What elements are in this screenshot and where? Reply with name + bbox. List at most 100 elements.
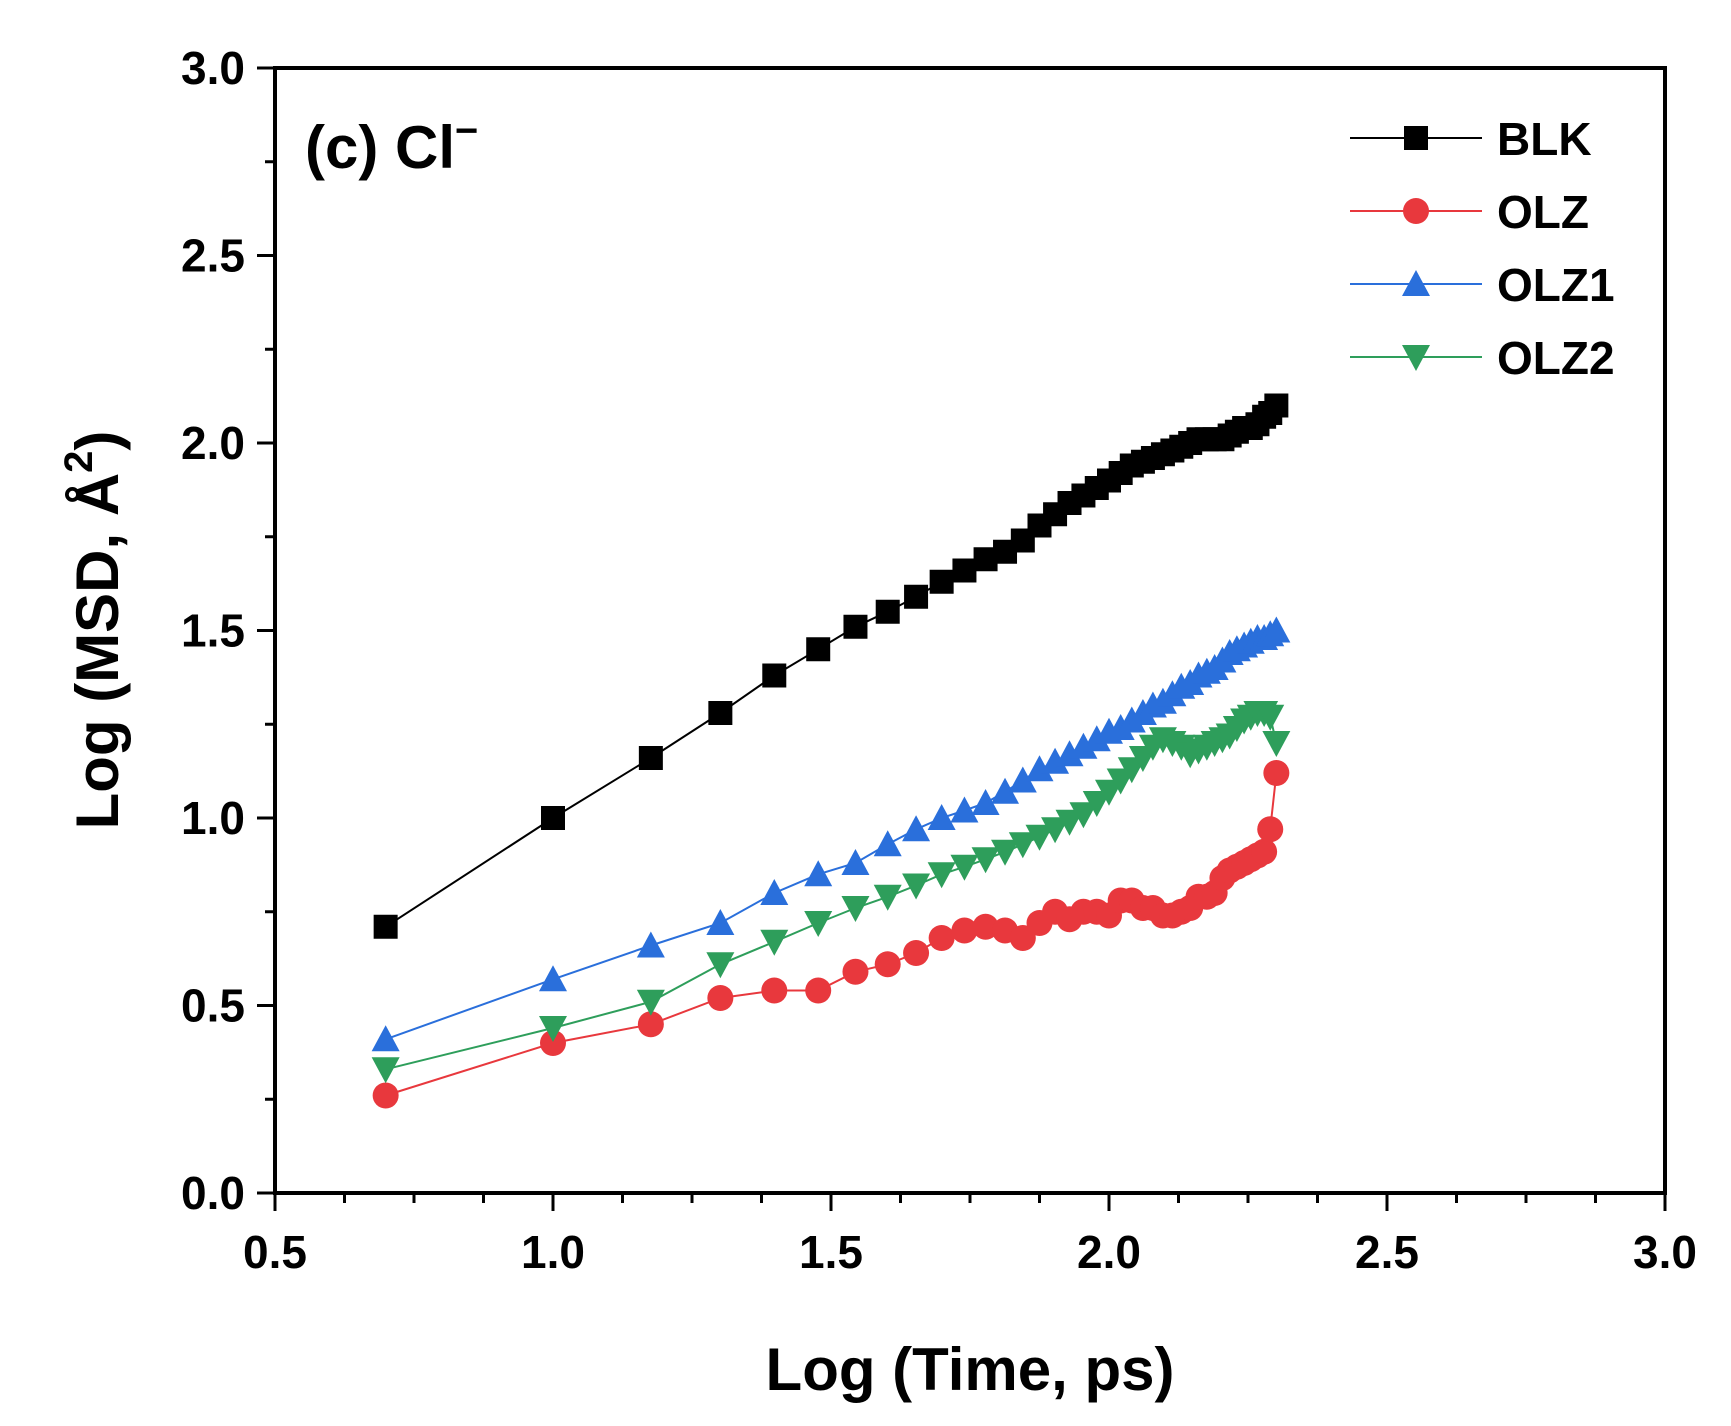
data-point-olz1 bbox=[902, 815, 931, 842]
data-point-blk bbox=[762, 663, 787, 688]
data-point-blk bbox=[806, 637, 831, 662]
data-point-olz bbox=[951, 917, 978, 944]
data-point-olz bbox=[707, 985, 734, 1011]
data-point-olz2 bbox=[950, 854, 979, 881]
data-point-olz1 bbox=[1262, 616, 1291, 643]
data-point-olz bbox=[761, 977, 788, 1004]
series-markers-blk bbox=[373, 393, 1289, 939]
legend-item-olz: OLZ bbox=[1350, 186, 1589, 238]
data-point-olz1 bbox=[1025, 755, 1054, 782]
series-markers-olz1 bbox=[371, 616, 1291, 1052]
data-point-olz1 bbox=[1055, 740, 1084, 767]
axes-group bbox=[273, 66, 1667, 1195]
data-point-olz2 bbox=[371, 1057, 400, 1084]
data-point-blk bbox=[952, 558, 977, 583]
ticks-group: 0.5 1.0 1.5 2.0 2.5 3.0 0.0 0.5 1.0 1.5 2.0 2.5 3.0 bbox=[181, 42, 1697, 1278]
data-point-olz1 bbox=[371, 1025, 400, 1052]
legend: BLK OLZ OLZ1 OLZ2 bbox=[1350, 113, 1615, 384]
data-point-olz bbox=[874, 951, 901, 978]
data-point-blk bbox=[904, 584, 929, 609]
data-point-blk bbox=[638, 746, 663, 770]
data-point-olz2 bbox=[760, 929, 789, 956]
x-tick-label: 1.0 bbox=[521, 1226, 585, 1278]
series-line-blk bbox=[385, 404, 1278, 928]
data-point-olz1 bbox=[760, 879, 789, 905]
data-point-blk bbox=[373, 914, 398, 939]
data-point-olz1 bbox=[706, 909, 735, 935]
data-point-olz bbox=[1009, 925, 1036, 951]
data-point-olz bbox=[540, 1030, 566, 1056]
data-point-olz2 bbox=[539, 1016, 567, 1042]
data-point-olz1 bbox=[927, 804, 956, 830]
data-point-olz2 bbox=[706, 952, 735, 979]
data-point-olz2 bbox=[1256, 704, 1285, 731]
data-point-olz2 bbox=[636, 989, 665, 1016]
y-axis-title: Log (MSD, Å2) bbox=[57, 431, 131, 830]
data-point-olz2 bbox=[1095, 779, 1123, 806]
data-point-olz1 bbox=[1082, 725, 1111, 752]
data-point-blk bbox=[929, 569, 954, 594]
data-point-olz bbox=[903, 940, 930, 966]
series-markers-olz2 bbox=[371, 701, 1291, 1084]
legend-item-blk: BLK bbox=[1350, 113, 1592, 165]
x-tick-label: 1.5 bbox=[799, 1226, 863, 1278]
data-point-olz1 bbox=[950, 796, 979, 823]
x-tick-label: 3.0 bbox=[1633, 1226, 1697, 1278]
legend-label-olz: OLZ bbox=[1497, 186, 1589, 238]
x-axis-title: Log (Time, ps) bbox=[766, 1336, 1175, 1403]
data-point-olz2 bbox=[1262, 731, 1291, 757]
data-point-olz1 bbox=[841, 849, 870, 875]
data-point-olz2 bbox=[1082, 791, 1111, 817]
data-point-olz1 bbox=[991, 777, 1020, 804]
data-point-blk bbox=[1264, 393, 1289, 418]
legend-label-olz1: OLZ1 bbox=[1497, 259, 1615, 311]
y-tick-label: 1.0 bbox=[181, 792, 245, 844]
data-point-olz bbox=[805, 977, 832, 1004]
data-point-olz1 bbox=[539, 965, 567, 992]
data-point-blk bbox=[541, 806, 565, 830]
data-point-olz2 bbox=[991, 839, 1020, 866]
data-point-olz1 bbox=[971, 789, 1000, 815]
series-markers-group bbox=[371, 393, 1291, 1109]
data-point-olz bbox=[972, 913, 999, 940]
data-point-olz bbox=[1263, 760, 1290, 786]
data-point-olz2 bbox=[1008, 832, 1037, 859]
data-point-olz2 bbox=[1025, 824, 1054, 851]
data-point-olz bbox=[1251, 838, 1278, 865]
legend-marker-olz1 bbox=[1402, 270, 1430, 296]
data-point-olz2 bbox=[1041, 817, 1070, 844]
data-point-olz bbox=[637, 1011, 664, 1038]
data-point-olz1 bbox=[804, 860, 833, 887]
data-point-blk bbox=[843, 614, 868, 639]
y-tick-label: 2.5 bbox=[181, 230, 245, 282]
legend-label-olz2: OLZ2 bbox=[1497, 332, 1615, 384]
data-point-olz bbox=[1257, 816, 1284, 843]
plot-frame bbox=[273, 66, 1667, 1195]
series-line-olz bbox=[385, 772, 1278, 1097]
data-point-olz2 bbox=[1055, 809, 1084, 836]
legend-marker-olz bbox=[1403, 198, 1429, 224]
data-point-olz2 bbox=[873, 884, 902, 911]
data-point-olz2 bbox=[1069, 802, 1098, 829]
data-point-olz1 bbox=[1069, 732, 1098, 759]
legend-marker-olz2 bbox=[1402, 345, 1430, 371]
series-markers-olz bbox=[372, 760, 1290, 1109]
data-point-olz bbox=[842, 958, 869, 985]
panel-title: (c) Cl− bbox=[305, 109, 478, 181]
data-point-olz bbox=[372, 1082, 399, 1109]
data-point-olz2 bbox=[971, 847, 1000, 874]
data-point-olz2 bbox=[902, 873, 931, 900]
x-tick-label: 0.5 bbox=[243, 1226, 307, 1278]
legend-item-olz1: OLZ1 bbox=[1350, 259, 1615, 311]
y-tick-label: 0.0 bbox=[181, 1167, 245, 1219]
data-point-olz1 bbox=[873, 830, 902, 857]
data-point-blk bbox=[875, 599, 900, 624]
y-tick-label: 1.5 bbox=[181, 605, 245, 657]
data-point-olz1 bbox=[1041, 747, 1070, 774]
legend-label-blk: BLK bbox=[1497, 113, 1592, 165]
data-point-blk bbox=[708, 701, 733, 725]
data-point-olz2 bbox=[804, 911, 833, 937]
x-tick-label: 2.5 bbox=[1355, 1226, 1419, 1278]
data-point-olz2 bbox=[927, 862, 956, 889]
